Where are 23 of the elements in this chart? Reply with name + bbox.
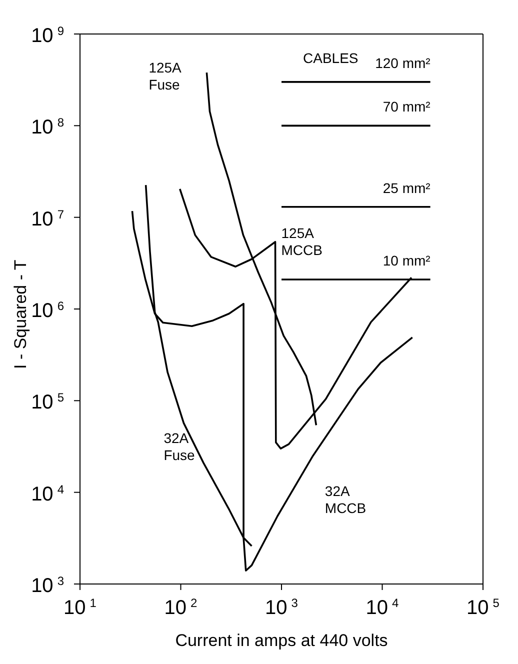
series-label: 10 mm² [382,252,431,268]
y-tick-label: 10$^{8}$ [31,115,64,139]
x-tick-label: 10$^{1}$ [64,596,97,619]
y-axis-title: I - Squared - T [11,260,30,369]
x-tick-label: 10$^{4}$ [366,596,400,619]
y-tick-label: 10$^{6}$ [31,298,64,322]
y-tick-label: 10$^{7}$ [31,207,64,230]
y-tick-label: 10$^{4}$ [31,482,64,506]
x-tick-label: 10$^{3}$ [265,596,298,619]
series-label: 120 mm² [375,54,431,71]
series-label: 125A MCCB [281,224,322,258]
annotation: CABLES [303,50,358,66]
x-tick-label: 10$^{5}$ [466,596,500,619]
y-tick-label: 10$^{5}$ [31,390,64,414]
x-axis-title: Current in amps at 440 volts [175,631,388,650]
x-tick-label: 10$^{2}$ [164,596,198,619]
series-label: 32A Fuse [164,430,196,464]
y-tick-label: 10$^{3}$ [31,574,64,597]
series-label: 125A Fuse [148,60,182,93]
series-label: 32A MCCB [324,482,366,516]
series-label: 70 mm² [382,98,431,115]
series-label: 25 mm² [382,180,431,196]
y-tick-label: 10$^{9}$ [31,24,64,47]
